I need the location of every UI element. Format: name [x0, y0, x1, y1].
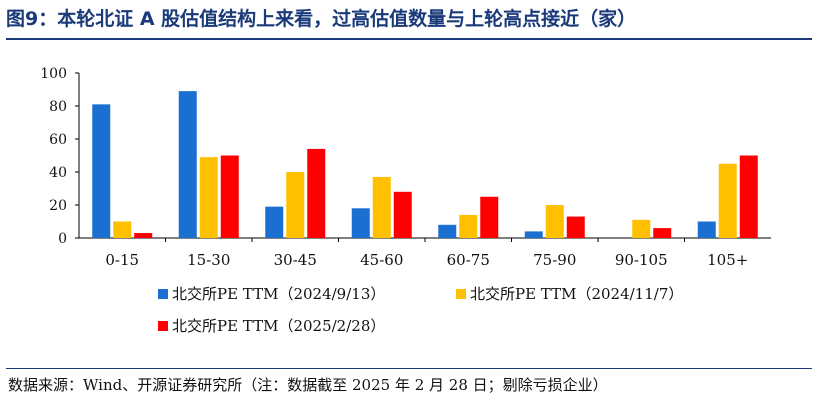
- legend-label-2: 北交所PE TTM（2024/11/7）: [470, 285, 683, 303]
- x-tick-label: 15-30: [187, 251, 230, 269]
- bar-3: [393, 191, 412, 238]
- bar-1: [265, 206, 284, 238]
- bar-chart: 0 20 40 60 80 100 0-15 15-30 30-45 45-60 60-75 75-9…: [40, 66, 771, 335]
- legend-label-3: 北交所PE TTM（2025/2/28）: [172, 317, 385, 335]
- bar-2: [113, 221, 132, 238]
- bar-3: [134, 233, 153, 238]
- legend-label-1: 北交所PE TTM（2024/9/13）: [172, 285, 385, 303]
- y-tick-label: 80: [49, 99, 67, 115]
- legend-swatch-1: [158, 289, 168, 299]
- bar-1: [438, 224, 457, 238]
- y-tick-label: 20: [49, 198, 67, 214]
- page-title: 图9：本轮北证 A 股估值结构上来看，过高估值数量与上轮高点接近（家）: [6, 8, 637, 30]
- bar-1: [351, 208, 370, 238]
- bar-2: [372, 176, 391, 238]
- y-tick-label: 60: [49, 132, 67, 148]
- bar-1: [178, 91, 197, 239]
- bar-3: [480, 196, 499, 238]
- title-divider: [6, 38, 812, 40]
- y-tick-label: 40: [49, 165, 67, 181]
- bar-3: [220, 155, 239, 238]
- bar-2: [545, 205, 564, 238]
- bar-2: [286, 172, 305, 238]
- bar-2: [632, 219, 651, 238]
- bar-2: [718, 163, 737, 238]
- bar-1: [524, 231, 543, 238]
- bar-2: [199, 157, 218, 238]
- x-tick-label: 90-105: [615, 251, 668, 269]
- y-tick-label: 0: [58, 231, 67, 247]
- x-tick-label: 30-45: [274, 251, 317, 269]
- bar-3: [739, 155, 758, 238]
- bar-3: [566, 216, 585, 238]
- bar-2: [459, 214, 478, 238]
- bar-1: [92, 104, 111, 238]
- footer-divider: [6, 368, 812, 369]
- bar-3: [307, 148, 326, 238]
- bar-1: [697, 221, 716, 238]
- x-tick-label: 105+: [707, 251, 748, 269]
- legend-swatch-2: [456, 289, 466, 299]
- legend-swatch-3: [158, 321, 168, 331]
- x-tick-label: 45-60: [360, 251, 403, 269]
- source-note: 数据来源：Wind、开源证券研究所（注：数据截至 2025 年 2 月 28 日…: [8, 376, 608, 394]
- y-tick-label: 100: [40, 66, 67, 82]
- x-tick-label: 75-90: [533, 251, 576, 269]
- x-tick-label: 0-15: [105, 251, 139, 269]
- bar-3: [653, 228, 672, 238]
- x-tick-label: 60-75: [447, 251, 490, 269]
